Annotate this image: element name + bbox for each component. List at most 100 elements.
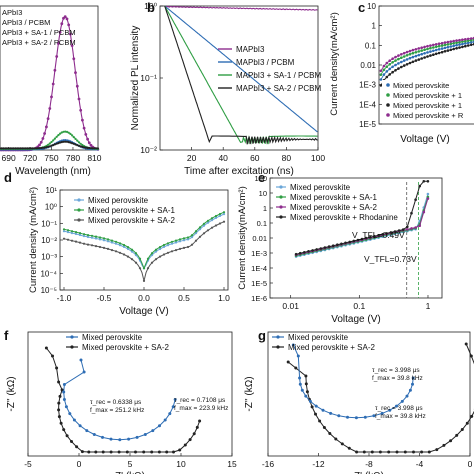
- series-point-g-1: [395, 450, 399, 454]
- series-point-f-1: [58, 394, 62, 398]
- annotation-g-black-0: τ_rec = 3.998 μs: [372, 367, 420, 374]
- series-point-g-0: [354, 416, 358, 420]
- series-line-d-2: [63, 221, 225, 282]
- series-point-e-3: [307, 250, 310, 253]
- x-tick-label-b: 60: [250, 153, 260, 163]
- y-tick-label-d: 10⁻²: [41, 236, 57, 245]
- series-point-f-1: [94, 450, 98, 454]
- x-tick-label-d: 0.0: [138, 293, 150, 303]
- series-point-a-0: [48, 107, 52, 110]
- series-point-e-2: [426, 197, 430, 200]
- x-tick-label-f: 0: [77, 459, 82, 469]
- series-point-d-2: [154, 258, 158, 261]
- x-tick-label-g: -12: [312, 459, 325, 469]
- series-point-f-1: [125, 450, 129, 454]
- series-point-g-1: [314, 412, 317, 416]
- series-point-g-1: [334, 437, 338, 441]
- series-point-c-3: [452, 39, 456, 43]
- series-point-g-1: [387, 450, 391, 454]
- series-point-a-0: [72, 57, 76, 61]
- series-point-f-1: [172, 450, 175, 454]
- x-tick-label-a: 720: [23, 153, 37, 163]
- series-point-d-1: [138, 257, 142, 260]
- series-line-b-3: [164, 5, 318, 145]
- series-point-c-0: [458, 43, 461, 46]
- y-tick-label-d: 10⁻¹: [41, 219, 57, 228]
- series-point-d-1: [202, 222, 206, 225]
- series-point-a-3: [28, 147, 31, 150]
- series-point-f-1: [70, 440, 73, 443]
- legend-f-0: Mixed perovskite: [82, 333, 143, 342]
- series-point-a-3: [33, 147, 36, 150]
- series-point-g-1: [310, 405, 314, 409]
- legend-e-1: Mixed perovskite + SA-1: [290, 193, 377, 202]
- series-point-c-0: [397, 62, 400, 65]
- series-point-f-0: [85, 429, 89, 433]
- x-axis-label-d: Voltage (V): [119, 306, 168, 317]
- legend-g-0: Mixed perovskite: [288, 333, 349, 342]
- series-point-c-0: [440, 47, 444, 50]
- series-point-g-0: [363, 415, 367, 419]
- series-point-d-0: [210, 219, 214, 222]
- series-point-c-1: [432, 46, 435, 49]
- series-point-e-3: [373, 234, 376, 238]
- series-point-e-3: [426, 180, 430, 183]
- legend-d-1: Mixed perovskite + SA-1: [88, 206, 175, 215]
- series-point-e-3: [344, 241, 347, 245]
- series-point-d-2: [142, 279, 146, 282]
- series-point-f-1: [75, 445, 79, 449]
- legend-b-0: MAPbI3: [236, 45, 265, 54]
- series-point-f-1: [109, 450, 113, 454]
- series-point-a-1: [62, 139, 65, 142]
- legend-e-3: Mixed perovskite + Rhodanine: [290, 213, 398, 222]
- series-point-a-3: [89, 147, 93, 150]
- series-point-c-2: [429, 54, 432, 57]
- series-point-c-0: [426, 51, 429, 54]
- series-point-c-3: [420, 46, 424, 49]
- legend-d-0: Mixed perovskite: [88, 196, 149, 205]
- plot-frame-d: [59, 189, 229, 291]
- series-point-g-0: [298, 376, 302, 380]
- series-point-a-3: [91, 147, 94, 150]
- y-tick-label-d: 10⁻⁵: [41, 286, 57, 295]
- series-point-c-2: [434, 52, 438, 56]
- series-point-d-0: [194, 232, 198, 235]
- series-point-a-3: [16, 147, 19, 150]
- series-point-d-2: [210, 226, 214, 229]
- series-point-a-0: [57, 42, 60, 45]
- panel-label-g: g: [258, 328, 266, 343]
- series-line-b-1: [164, 5, 318, 133]
- series-point-c-0: [405, 58, 409, 61]
- series-point-c-0: [423, 52, 426, 55]
- series-point-f-1: [57, 408, 61, 412]
- series-point-d-2: [138, 267, 142, 270]
- series-point-a-0: [63, 15, 67, 19]
- series-point-e-3: [410, 211, 413, 215]
- series-point-f-0: [143, 433, 147, 436]
- series-point-c-3: [434, 43, 438, 46]
- series-point-c-3: [379, 69, 383, 73]
- x-tick-label-f: 15: [227, 459, 237, 469]
- series-point-f-1: [55, 366, 59, 370]
- legend-a-2: APbI3 + SA-1 / PCBM: [2, 28, 76, 37]
- series-point-e-2: [422, 210, 426, 214]
- series-point-a-3: [17, 147, 20, 150]
- series-point-e-3: [327, 245, 331, 248]
- series-point-d-1: [194, 230, 198, 233]
- series-point-a-2: [77, 141, 81, 144]
- y-axis-label-b: Normalized PL intensity: [130, 26, 141, 131]
- y-tick-label-d: 10¹: [45, 186, 57, 195]
- series-point-d-1: [174, 239, 178, 242]
- series-point-d-1: [106, 238, 110, 241]
- series-point-d-2: [146, 267, 150, 270]
- series-point-c-3: [400, 53, 403, 56]
- series-point-c-3: [394, 55, 397, 59]
- series-point-a-3: [29, 147, 32, 150]
- series-point-d-1: [122, 243, 126, 247]
- series-point-c-0: [461, 42, 464, 46]
- series-point-c-3: [408, 49, 412, 53]
- legend-c-2: Mixed perovskite + 1: [393, 101, 462, 110]
- series-point-f-1: [178, 448, 182, 452]
- series-point-f-1: [57, 380, 61, 384]
